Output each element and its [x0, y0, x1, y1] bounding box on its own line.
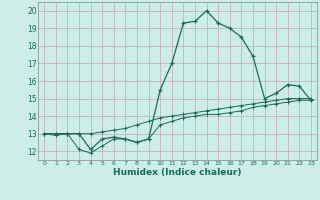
- X-axis label: Humidex (Indice chaleur): Humidex (Indice chaleur): [113, 168, 242, 177]
